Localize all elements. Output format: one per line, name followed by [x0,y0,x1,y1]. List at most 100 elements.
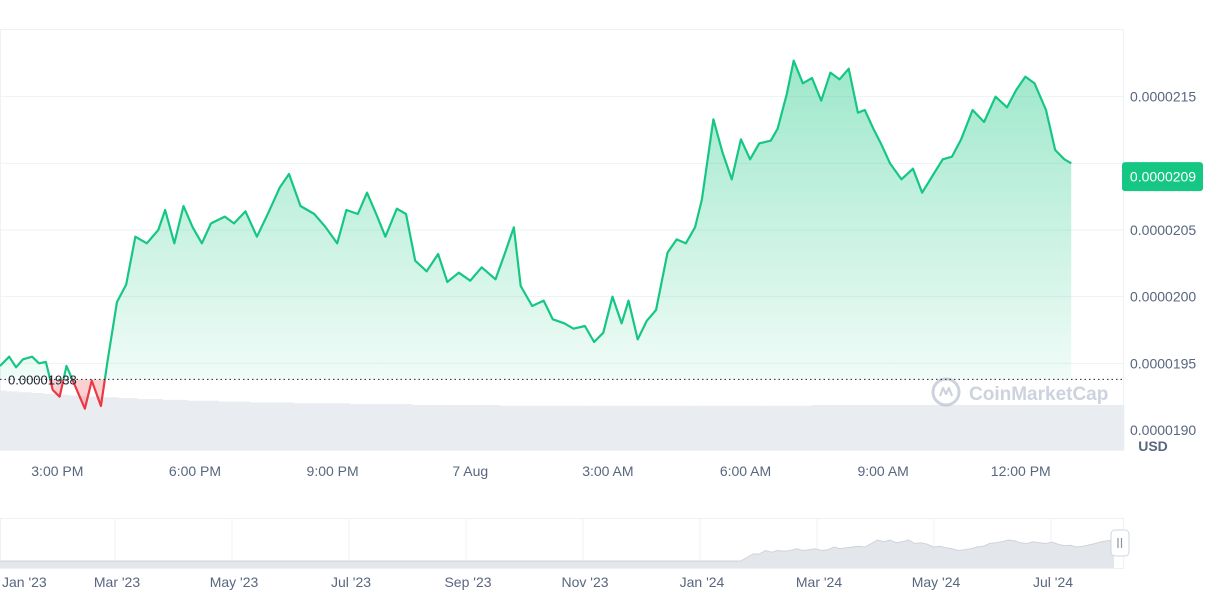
volume-bar [599,405,607,450]
volume-bar [318,403,326,450]
current-price-tag-bg [1122,162,1203,192]
volume-bar [537,405,544,450]
navigator-x-tick-label: Jul '24 [1033,574,1073,590]
volume-bar [668,405,675,450]
volume-bar [430,404,438,450]
navigator-x-tick-label: Sep '23 [444,574,491,590]
volume-bar [412,404,419,450]
volume-bar [224,401,232,450]
x-tick-label: 3:00 PM [31,463,83,479]
volume-bar [1099,404,1106,450]
volume-bar [68,395,76,450]
volume-bar [749,405,756,450]
volume-bar [74,395,82,450]
navigator-x-tick-label: May '24 [912,574,961,590]
volume-bar [405,404,413,450]
volume-bar [256,402,263,450]
volume-bar [830,404,838,450]
volume-bar [99,397,107,450]
x-axis: 3:00 PM 6:00 PM 9:00 PM 7 Aug 3:00 AM 6:00 AM… [31,463,1050,479]
volume-bar [936,404,944,450]
volume-bar [31,393,38,450]
volume-bar [843,404,850,450]
volume-bar [530,405,538,450]
navigator-x-tick-label: Mar '23 [94,574,140,590]
volume-bar [986,404,994,450]
x-tick-label: 9:00 PM [307,463,359,479]
current-price-value: 0.0000209 [1130,169,1196,185]
volume-bar [999,404,1006,450]
volume-bar [730,405,738,450]
price-area-up [0,60,1072,380]
volume-bar [1117,404,1125,450]
volume-bar [811,404,819,450]
volume-bar [462,404,469,450]
x-tick-label: 12:00 PM [991,463,1051,479]
volume-bar [1055,404,1062,450]
volume-bar [562,405,569,450]
volume-bar [649,405,656,450]
volume-bar [593,405,600,450]
volume-bar [156,399,163,450]
volume-bar [512,405,519,450]
volume-bar [1017,404,1025,450]
volume-bar [149,399,157,450]
volume-bar [56,394,63,450]
navigator-handle[interactable] [1110,529,1130,557]
volume-bar [849,404,856,450]
volume-bar [262,402,269,450]
range-navigator[interactable]: Jan '23 Mar '23 May '23 Jul '23 Sep '23 Nov '… [0,518,1130,591]
volume-bar [206,400,213,450]
volume-bar [718,405,725,450]
volume-bar [624,405,631,450]
price-line-up[interactable] [0,59,1072,409]
volume-bar [474,404,482,450]
volume-bar [543,405,550,450]
volume-bar [49,393,57,450]
volume-bar [1049,404,1056,450]
volume-bar [374,404,382,450]
coinmarketcap-logo-icon [931,377,961,407]
volume-bar [343,403,350,450]
volume-bar [618,405,625,450]
volume-bar [855,404,863,450]
navigator-area-fill [0,540,1114,568]
navigator-x-tick-label: Jan '23 [2,574,47,590]
volume-bar [212,400,219,450]
volume-bar [636,405,644,450]
volume-bar [955,404,962,450]
volume-bar [81,396,88,450]
volume-bar [1080,404,1087,450]
volume-bar [324,403,332,450]
volume-bar [643,405,650,450]
navigator-x-tick-label: Mar '24 [796,574,842,590]
volume-bar [1005,404,1012,450]
volume-bar [106,397,113,450]
volume-bar [818,404,825,450]
volume-bar [399,404,407,450]
volume-bar [580,405,588,450]
navigator-area [0,539,1115,568]
y-tick-label: 0.0000205 [1130,222,1196,238]
navigator-x-axis: Jan '23 Mar '23 May '23 Jul '23 Sep '23 Nov '… [2,574,1073,590]
volume-bar [768,405,775,450]
volume-bar [555,405,563,450]
volume-bar [199,400,207,450]
y-tick-label: 0.0000195 [1130,355,1196,371]
volume-bar [611,405,619,450]
volume-bar [387,404,394,450]
price-line[interactable] [0,59,1072,410]
volume-bar [193,400,201,450]
volume-bar [493,404,500,450]
volume-bar [131,398,138,450]
volume-bar [799,405,806,450]
volume-bar [1061,404,1069,450]
volume-bar [661,405,669,450]
volume-bar [724,405,731,450]
volume-bar [680,405,688,450]
volume-bar [274,402,282,450]
navigator-x-tick-label: Nov '23 [561,574,608,590]
volume-bar [774,405,781,450]
